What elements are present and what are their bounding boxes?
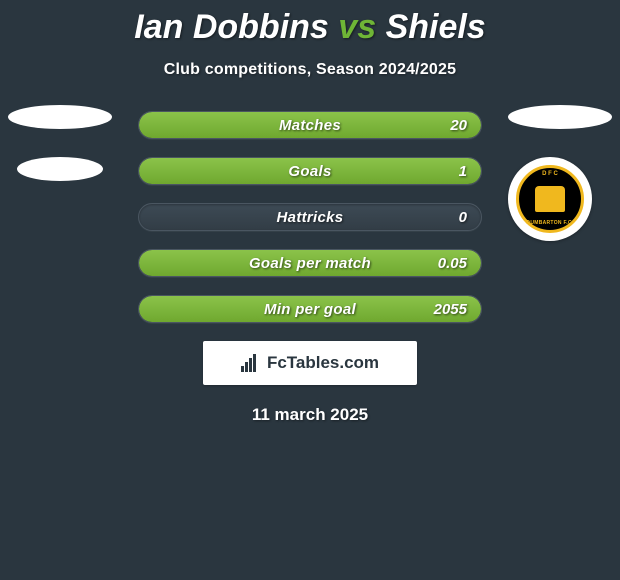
- crest-bottom-text: DUMBARTON F.C.: [519, 220, 581, 226]
- right-ellipse-1: [508, 105, 612, 129]
- stat-row: Goals1: [138, 157, 482, 185]
- page-title: Ian Dobbins vs Shiels: [0, 0, 620, 47]
- club-crest: D F C DUMBARTON F.C.: [508, 157, 592, 241]
- stat-row: Matches20: [138, 111, 482, 139]
- crest-top-text: D F C: [519, 171, 581, 177]
- stat-row: Min per goal2055: [138, 295, 482, 323]
- stat-label: Hattricks: [139, 204, 481, 230]
- brand-chart-icon: [241, 354, 261, 372]
- left-ellipse-1: [8, 105, 112, 129]
- crest-inner: D F C DUMBARTON F.C.: [516, 165, 584, 233]
- left-badge-column: [8, 105, 112, 209]
- stat-row: Goals per match0.05: [138, 249, 482, 277]
- stat-value-right: 0.05: [438, 250, 467, 276]
- comparison-bars: Matches20 Goals1 Hattricks0 Goals per match…: [138, 111, 482, 323]
- subtitle: Club competitions, Season 2024/2025: [0, 61, 620, 79]
- stat-value-right: 0: [459, 204, 467, 230]
- stat-value-right: 1: [459, 158, 467, 184]
- brand-box: FcTables.com: [203, 341, 417, 385]
- right-badge-column: D F C DUMBARTON F.C.: [508, 105, 612, 241]
- stat-row: Hattricks0: [138, 203, 482, 231]
- brand-text: FcTables.com: [267, 353, 379, 373]
- player2-name: Shiels: [386, 8, 486, 46]
- stat-label: Goals per match: [139, 250, 481, 276]
- stat-value-right: 20: [450, 112, 467, 138]
- comparison-content: D F C DUMBARTON F.C. Matches20 Goals1 Hatt…: [0, 111, 620, 425]
- vs-text: vs: [338, 8, 376, 46]
- left-ellipse-2: [17, 157, 103, 181]
- stat-label: Goals: [139, 158, 481, 184]
- stat-label: Min per goal: [139, 296, 481, 322]
- stat-label: Matches: [139, 112, 481, 138]
- stat-value-right: 2055: [434, 296, 467, 322]
- date-text: 11 march 2025: [0, 405, 620, 425]
- crest-elephant-icon: [535, 186, 565, 212]
- player1-name: Ian Dobbins: [134, 8, 329, 46]
